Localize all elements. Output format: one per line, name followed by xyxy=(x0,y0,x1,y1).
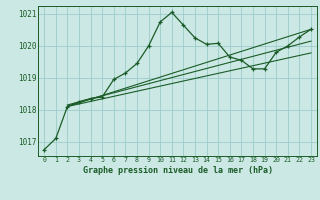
X-axis label: Graphe pression niveau de la mer (hPa): Graphe pression niveau de la mer (hPa) xyxy=(83,166,273,175)
